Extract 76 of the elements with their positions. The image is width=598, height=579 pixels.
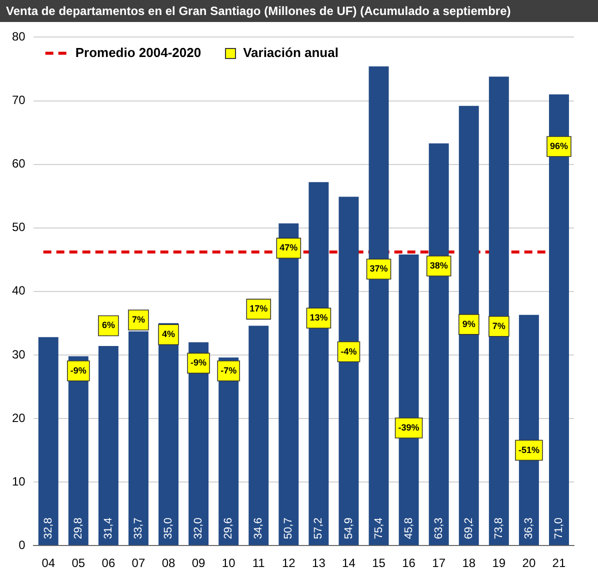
bar <box>428 143 449 546</box>
annotation: 38% <box>430 260 448 270</box>
annotation: -7% <box>220 365 237 376</box>
y-tick-label: 40 <box>12 284 26 298</box>
data-label: 32,0 <box>192 518 205 540</box>
data-label: 69,2 <box>462 518 475 540</box>
chart-title: Venta de departamentos en el Gran Santiago (Millones de UF) (Acumulado a septiembre) <box>0 0 598 22</box>
annotation: -4% <box>340 346 357 356</box>
annotation: 9% <box>462 318 476 329</box>
y-tick-label: 80 <box>12 30 26 44</box>
x-tick-label: 17 <box>432 556 446 570</box>
y-tick-label: 0 <box>18 538 26 552</box>
bar <box>488 76 509 546</box>
annotation: 6% <box>102 320 115 330</box>
data-label: 54,9 <box>342 518 355 540</box>
bar <box>308 182 329 546</box>
x-tick-label: 18 <box>462 556 476 570</box>
x-tick-label: 12 <box>282 556 296 570</box>
annotation: 17% <box>250 304 268 314</box>
annotation: -9% <box>70 365 86 376</box>
x-tick-label: 15 <box>372 556 386 570</box>
data-label: 29,8 <box>72 518 84 540</box>
data-label: 75,4 <box>372 518 385 540</box>
data-label: 57,2 <box>312 518 325 540</box>
bar <box>248 326 269 546</box>
x-tick-label: 21 <box>552 556 566 570</box>
annotation: 4% <box>162 329 176 340</box>
x-tick-label: 13 <box>312 556 326 570</box>
data-label: 63,3 <box>432 518 445 540</box>
y-tick-label: 50 <box>12 220 26 234</box>
annotation: -9% <box>190 358 207 368</box>
data-label: 71,0 <box>553 518 566 540</box>
annotation: 7% <box>132 314 145 324</box>
x-tick-label: 06 <box>102 556 116 570</box>
x-tick-label: 10 <box>222 556 236 570</box>
annotation: 37% <box>370 264 388 274</box>
annotation: 7% <box>492 320 506 331</box>
data-label: 29,6 <box>222 518 235 540</box>
data-label: 32,8 <box>42 518 54 540</box>
bar <box>368 66 389 546</box>
annotation: Variación anual <box>243 44 338 60</box>
bar <box>38 337 58 546</box>
annotation: -51% <box>518 444 540 455</box>
bar <box>458 106 479 546</box>
bar <box>278 223 299 546</box>
legend-label: Promedio 2004-2020 <box>75 44 202 60</box>
bar <box>338 196 359 546</box>
y-tick-label: 30 <box>12 347 26 362</box>
data-label: 45,8 <box>402 518 415 540</box>
data-label: 34,6 <box>252 518 265 540</box>
data-label: 36,3 <box>522 518 535 540</box>
annotation: -39% <box>398 422 420 433</box>
x-tick-label: 04 <box>42 556 56 570</box>
x-tick-label: 09 <box>192 556 206 570</box>
x-tick-label: 14 <box>342 556 356 570</box>
x-tick-label: 16 <box>402 556 416 570</box>
data-label: 50,7 <box>282 518 295 540</box>
data-label: 31,4 <box>102 518 114 540</box>
x-tick-label: 05 <box>72 556 86 570</box>
y-tick-label: 10 <box>12 474 26 488</box>
data-label: 35,0 <box>162 518 175 540</box>
annotation: 47% <box>280 242 298 253</box>
data-label: 73,8 <box>492 518 505 540</box>
x-tick-label: 11 <box>252 556 266 570</box>
x-tick-label: 20 <box>522 556 536 570</box>
x-tick-label: 19 <box>492 556 506 570</box>
x-tick-label: 08 <box>162 556 176 570</box>
y-tick-label: 70 <box>12 93 26 108</box>
data-label: 33,7 <box>132 518 145 540</box>
bar <box>158 323 178 546</box>
y-tick-label: 20 <box>12 410 26 425</box>
y-tick-label: 60 <box>12 156 26 171</box>
bar <box>98 346 118 546</box>
x-tick-label: 07 <box>132 556 146 570</box>
annotation: 96% <box>550 140 568 151</box>
annotation: 13% <box>310 312 328 323</box>
